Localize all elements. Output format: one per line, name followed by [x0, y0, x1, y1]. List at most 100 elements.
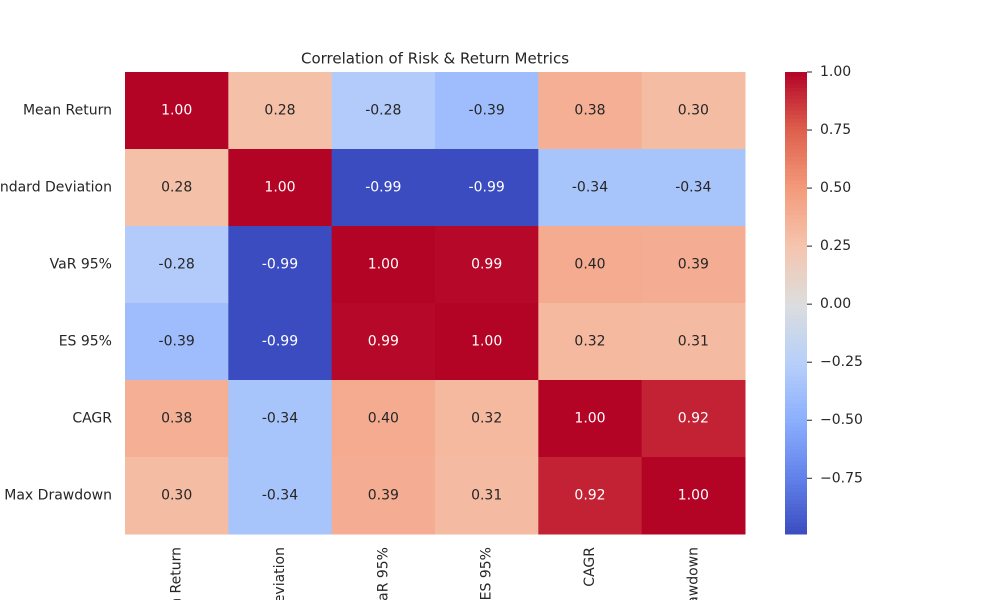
heatmap-cell	[641, 457, 746, 535]
cell-label: 0.28	[161, 180, 192, 196]
colorbar-segment	[785, 214, 807, 219]
colorbar-tick-label: 0.00	[820, 296, 851, 312]
colorbar-segment	[785, 406, 807, 412]
colorbar-segment	[785, 507, 807, 512]
heatmap-cell	[228, 226, 333, 304]
colorbar-segment	[785, 83, 807, 88]
colorbar-segment	[785, 337, 807, 342]
colorbar-segment	[785, 460, 807, 466]
colorbar-segment	[785, 233, 807, 239]
y-tick-label: Standard Deviation	[0, 180, 112, 196]
colorbar-segment	[785, 514, 807, 520]
cell-label: -0.99	[262, 334, 298, 350]
y-tick-label: CAGR	[72, 411, 112, 427]
colorbar-segment	[785, 91, 807, 96]
colorbar-segment	[785, 291, 807, 296]
colorbar-segment	[785, 391, 807, 396]
colorbar-segment	[785, 318, 807, 323]
colorbar-segment	[785, 229, 807, 235]
heatmap-cell	[435, 380, 539, 458]
colorbar-segment	[785, 175, 807, 181]
cell-label: 0.30	[678, 103, 709, 119]
colorbar-segment	[785, 441, 807, 446]
colorbar-segment	[785, 483, 807, 489]
heatmap-cell	[435, 226, 539, 304]
x-tick-label: CAGR	[582, 547, 598, 587]
heatmap-cell	[331, 380, 436, 458]
colorbar-segment	[785, 183, 807, 188]
cell-label: -0.99	[262, 257, 298, 273]
colorbar-segment	[785, 160, 807, 165]
chart-title: Correlation of Risk & Return Metrics	[301, 50, 569, 68]
cell-label: 0.30	[161, 488, 192, 504]
colorbar-segment	[785, 79, 807, 85]
cell-label: 0.32	[574, 334, 605, 350]
colorbar-segment	[785, 268, 807, 273]
colorbar-tick-label: −0.75	[820, 470, 863, 486]
cell-label: 0.39	[678, 257, 709, 273]
heatmap-cell	[538, 226, 643, 304]
cell-label: 1.00	[574, 411, 605, 427]
heatmap-cell	[435, 303, 539, 381]
colorbar-segment	[785, 191, 807, 196]
colorbar-segment	[785, 72, 807, 77]
cell-label: 0.32	[471, 411, 502, 427]
cell-label: -0.99	[469, 180, 505, 196]
cell-label: 0.38	[161, 411, 192, 427]
colorbar-segment	[785, 226, 807, 231]
colorbar-segment	[785, 364, 807, 369]
colorbar-segment	[785, 156, 807, 162]
heatmap-cell	[538, 380, 643, 458]
cell-label: 0.99	[471, 257, 502, 273]
colorbar-segment	[785, 287, 807, 292]
heatmap-cell	[228, 72, 333, 150]
cell-label: -0.28	[365, 103, 401, 119]
cell-label: 1.00	[161, 103, 192, 119]
colorbar-segment	[785, 503, 807, 508]
cell-label: -0.99	[365, 180, 401, 196]
cell-label: 0.31	[471, 488, 502, 504]
heatmap-cell	[435, 149, 539, 227]
colorbar-segment	[785, 114, 807, 119]
colorbar-segment	[785, 299, 807, 304]
colorbar-segment	[785, 526, 807, 531]
cell-label: 0.39	[368, 488, 399, 504]
heatmap-cell	[538, 149, 643, 227]
cell-label: -0.34	[262, 411, 298, 427]
colorbar-segment	[785, 152, 807, 158]
heatmap-cell	[538, 72, 643, 150]
colorbar-segment	[785, 256, 807, 262]
colorbar-segment	[785, 410, 807, 416]
colorbar-segment	[785, 349, 807, 354]
colorbar-segment	[785, 168, 807, 173]
colorbar-segment	[785, 383, 807, 389]
colorbar-segment	[785, 199, 807, 204]
colorbar-segment	[785, 468, 807, 473]
cell-label: 0.38	[574, 103, 605, 119]
heatmap-cell	[228, 457, 333, 535]
heatmap-cell	[331, 303, 436, 381]
colorbar-segment	[785, 129, 807, 135]
cell-label: 1.00	[678, 488, 709, 504]
cell-label: 0.40	[574, 257, 605, 273]
colorbar-segment	[785, 518, 807, 523]
colorbar-segment	[785, 187, 807, 192]
colorbar-segment	[785, 218, 807, 223]
heatmap-cell	[331, 149, 436, 227]
colorbar-segment	[785, 75, 807, 81]
colorbar-segment	[785, 283, 807, 289]
colorbar-segment	[785, 380, 807, 385]
colorbar-tick-label: 0.50	[820, 180, 851, 196]
colorbar-segment	[785, 422, 807, 427]
colorbar-segment	[785, 245, 807, 250]
colorbar-segment	[785, 149, 807, 154]
heatmap-cell	[331, 226, 436, 304]
colorbar-segment	[785, 102, 807, 108]
colorbar-segment	[785, 329, 807, 335]
heatmap-cell	[125, 380, 229, 458]
colorbar-segment	[785, 449, 807, 454]
cell-label: -0.34	[675, 180, 711, 196]
colorbar-segment	[785, 272, 807, 277]
colorbar-segment	[785, 306, 807, 312]
